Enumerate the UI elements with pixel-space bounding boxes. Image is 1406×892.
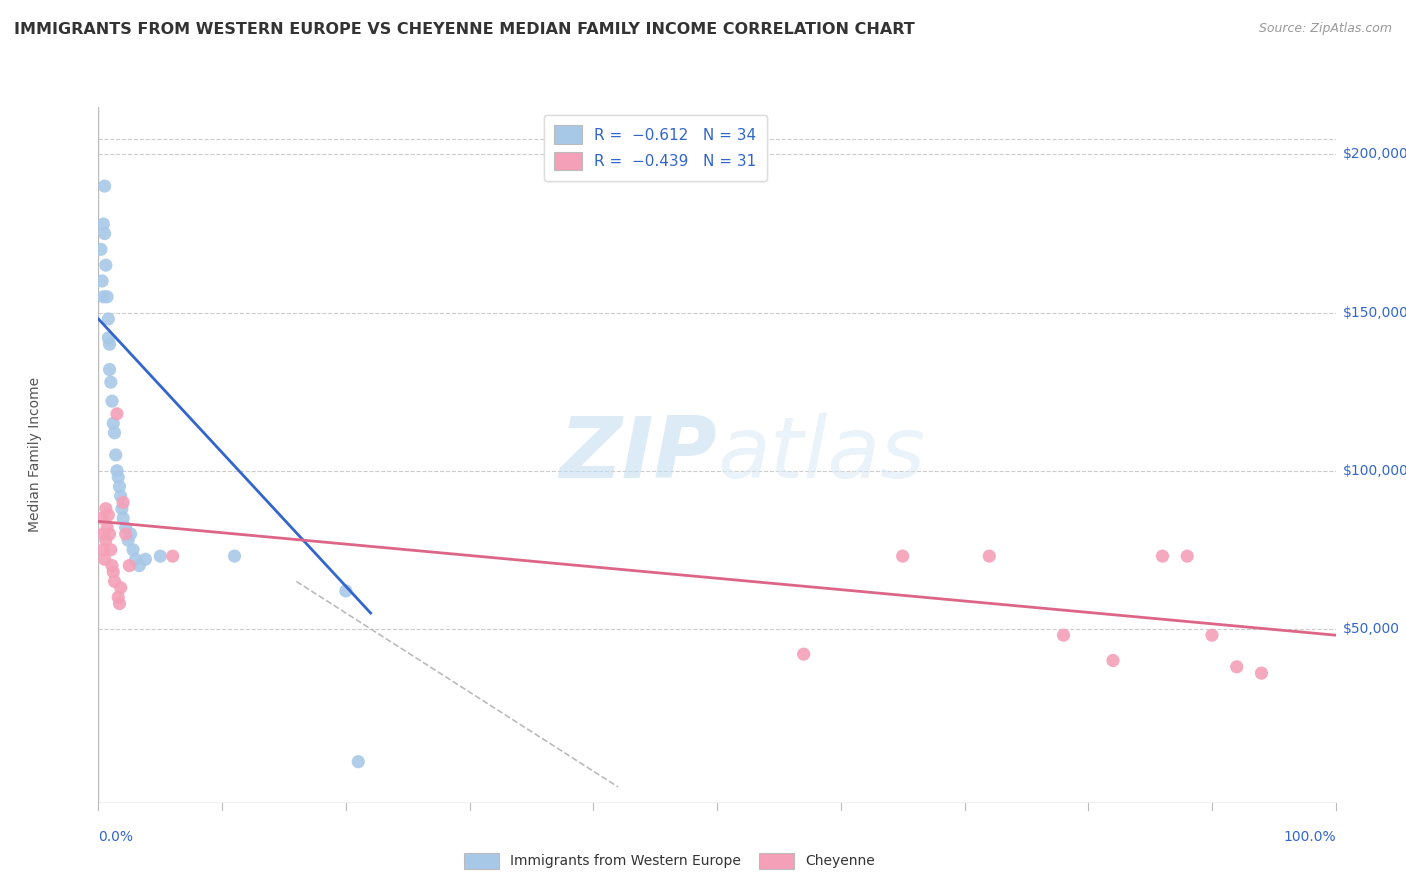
Point (93, 227, 115, 241)
Text: Source: ZipAtlas.com: Source: ZipAtlas.com (1258, 22, 1392, 36)
Point (1052, 628, 1074, 642)
Point (93, 290, 115, 304)
Text: Median Family Income: Median Family Income (28, 377, 42, 533)
Point (891, 549, 914, 563)
Text: 0.0%: 0.0% (98, 830, 134, 844)
Legend: R =  −0.612   N = 34, R =  −0.439   N = 31: R = −0.612 N = 34, R = −0.439 N = 31 (544, 115, 766, 181)
Point (93, 527, 115, 541)
Point (98, 362, 121, 376)
Point (90, 243, 112, 257)
Point (97, 312, 120, 326)
Text: $100,000: $100,000 (1343, 464, 1406, 478)
Point (108, 597, 131, 611)
Point (108, 479, 131, 493)
Point (104, 448, 127, 462)
Point (98, 337, 121, 351)
Point (98, 527, 121, 541)
Point (118, 558, 141, 573)
Point (91, 511, 114, 525)
Point (110, 581, 132, 595)
Point (100, 375, 122, 389)
Point (114, 527, 136, 541)
Point (122, 542, 145, 557)
Text: $150,000: $150,000 (1343, 306, 1406, 319)
Point (120, 527, 142, 541)
Text: $200,000: $200,000 (1343, 147, 1406, 161)
Point (347, 755, 370, 769)
Point (1102, 653, 1125, 667)
Point (101, 558, 124, 573)
Point (1152, 549, 1174, 563)
Point (162, 549, 184, 563)
Point (224, 549, 246, 563)
Point (103, 425, 125, 440)
Point (93, 542, 115, 557)
Point (96, 521, 118, 535)
Point (107, 470, 129, 484)
Point (111, 501, 134, 516)
Point (793, 647, 815, 661)
Point (97, 331, 120, 345)
Point (114, 521, 136, 535)
Point (979, 549, 1001, 563)
Point (110, 489, 132, 503)
Text: Cheyenne: Cheyenne (806, 854, 876, 868)
Text: Immigrants from Western Europe: Immigrants from Western Europe (510, 854, 741, 868)
Point (94, 501, 117, 516)
Point (91, 274, 114, 288)
Point (112, 495, 135, 509)
Point (124, 552, 146, 566)
Point (1175, 549, 1198, 563)
Text: atlas: atlas (717, 413, 925, 497)
Text: IMMIGRANTS FROM WESTERN EUROPE VS CHEYENNE MEDIAN FAMILY INCOME CORRELATION CHAR: IMMIGRANTS FROM WESTERN EUROPE VS CHEYEN… (14, 22, 915, 37)
Point (96, 290, 118, 304)
Point (97, 508, 120, 522)
Point (105, 464, 128, 478)
Point (128, 558, 150, 573)
Point (103, 574, 125, 589)
Text: ZIP: ZIP (560, 413, 717, 497)
Point (112, 511, 135, 525)
Point (94, 258, 117, 272)
Point (101, 394, 124, 409)
Point (93, 552, 115, 566)
Point (103, 565, 125, 579)
Point (149, 549, 172, 563)
Point (100, 542, 122, 557)
Point (117, 533, 139, 548)
Point (134, 552, 156, 566)
Text: 100.0%: 100.0% (1284, 830, 1336, 844)
Point (94, 533, 117, 548)
Point (335, 583, 357, 598)
Point (1226, 660, 1249, 674)
Point (1201, 628, 1223, 642)
Point (1250, 666, 1272, 681)
Point (107, 591, 129, 605)
Point (93, 217, 115, 231)
Point (103, 417, 125, 431)
Point (93, 179, 115, 194)
Text: $50,000: $50,000 (1343, 622, 1400, 636)
Point (105, 407, 128, 421)
